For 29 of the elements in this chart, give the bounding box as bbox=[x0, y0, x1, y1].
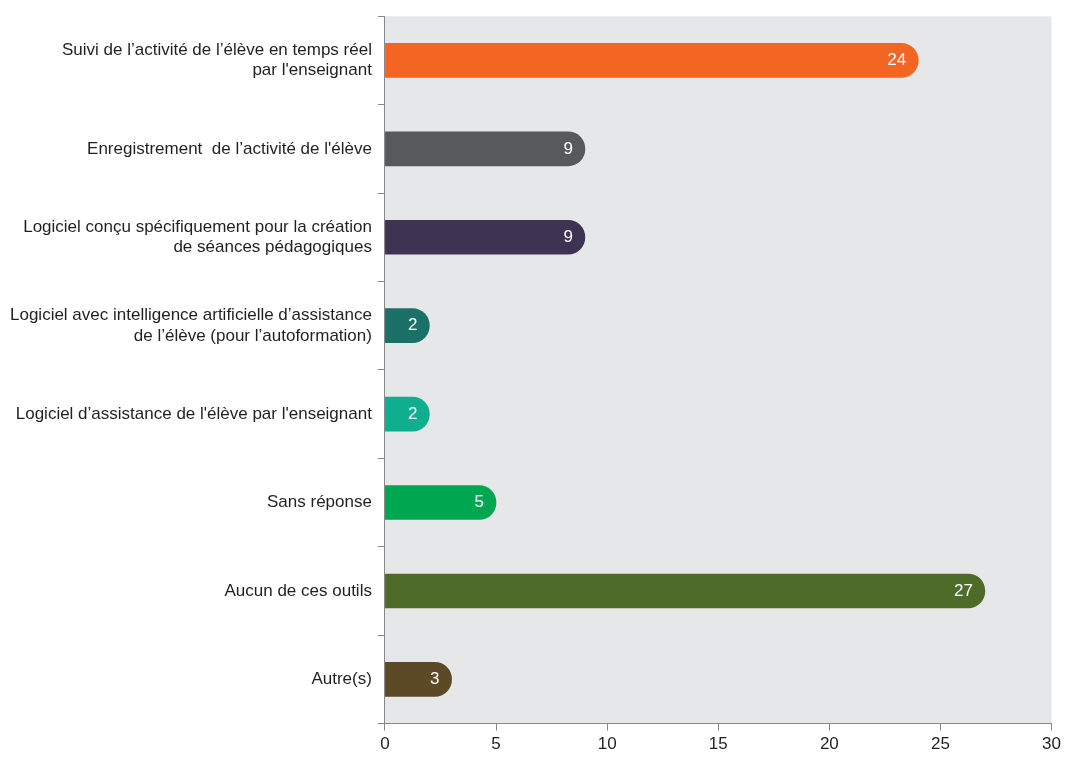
x-tick-label: 15 bbox=[708, 734, 728, 754]
bar bbox=[385, 131, 586, 167]
y-tick-label: Aucun de ces outils bbox=[224, 580, 372, 600]
data-label: 2 bbox=[407, 315, 418, 335]
y-tick-label: Logiciel avec intelligence artificielle d’assistance de l’élève (pour l’autoformation) bbox=[9, 305, 372, 345]
x-tick-label: 10 bbox=[597, 734, 617, 754]
data-label: 9 bbox=[563, 138, 573, 158]
x-tick-label: 0 bbox=[380, 734, 390, 754]
data-label: 2 bbox=[407, 403, 418, 423]
y-tick-label: Logiciel conçu spécifiquement pour la création de séances pédagogiques bbox=[23, 216, 372, 257]
bar bbox=[385, 485, 497, 520]
bar bbox=[385, 43, 919, 78]
bar bbox=[385, 219, 586, 255]
y-tick-label: Sans réponse bbox=[267, 492, 372, 512]
data-label: 27 bbox=[953, 580, 973, 600]
data-label: 24 bbox=[887, 50, 907, 70]
x-tick-label: 25 bbox=[930, 734, 950, 754]
x-tick-label: 20 bbox=[819, 734, 839, 754]
y-tick-label: Autre(s) bbox=[311, 669, 372, 689]
x-tick-label: 5 bbox=[491, 734, 501, 754]
y-tick-label: Logiciel d’assistance de l'élève par l'enseignant bbox=[15, 403, 373, 423]
y-tick-label: Suivi de l’activité de l’élève en temps réel par l'enseignant bbox=[61, 39, 373, 80]
data-label: 9 bbox=[563, 226, 573, 246]
data-label: 3 bbox=[430, 669, 440, 689]
data-label: 5 bbox=[474, 492, 485, 512]
x-tick-label: 30 bbox=[1042, 734, 1062, 754]
y-tick-label: Enregistrement de l’activité de l'élève bbox=[87, 138, 372, 158]
bar bbox=[385, 662, 452, 697]
bar bbox=[385, 573, 986, 609]
